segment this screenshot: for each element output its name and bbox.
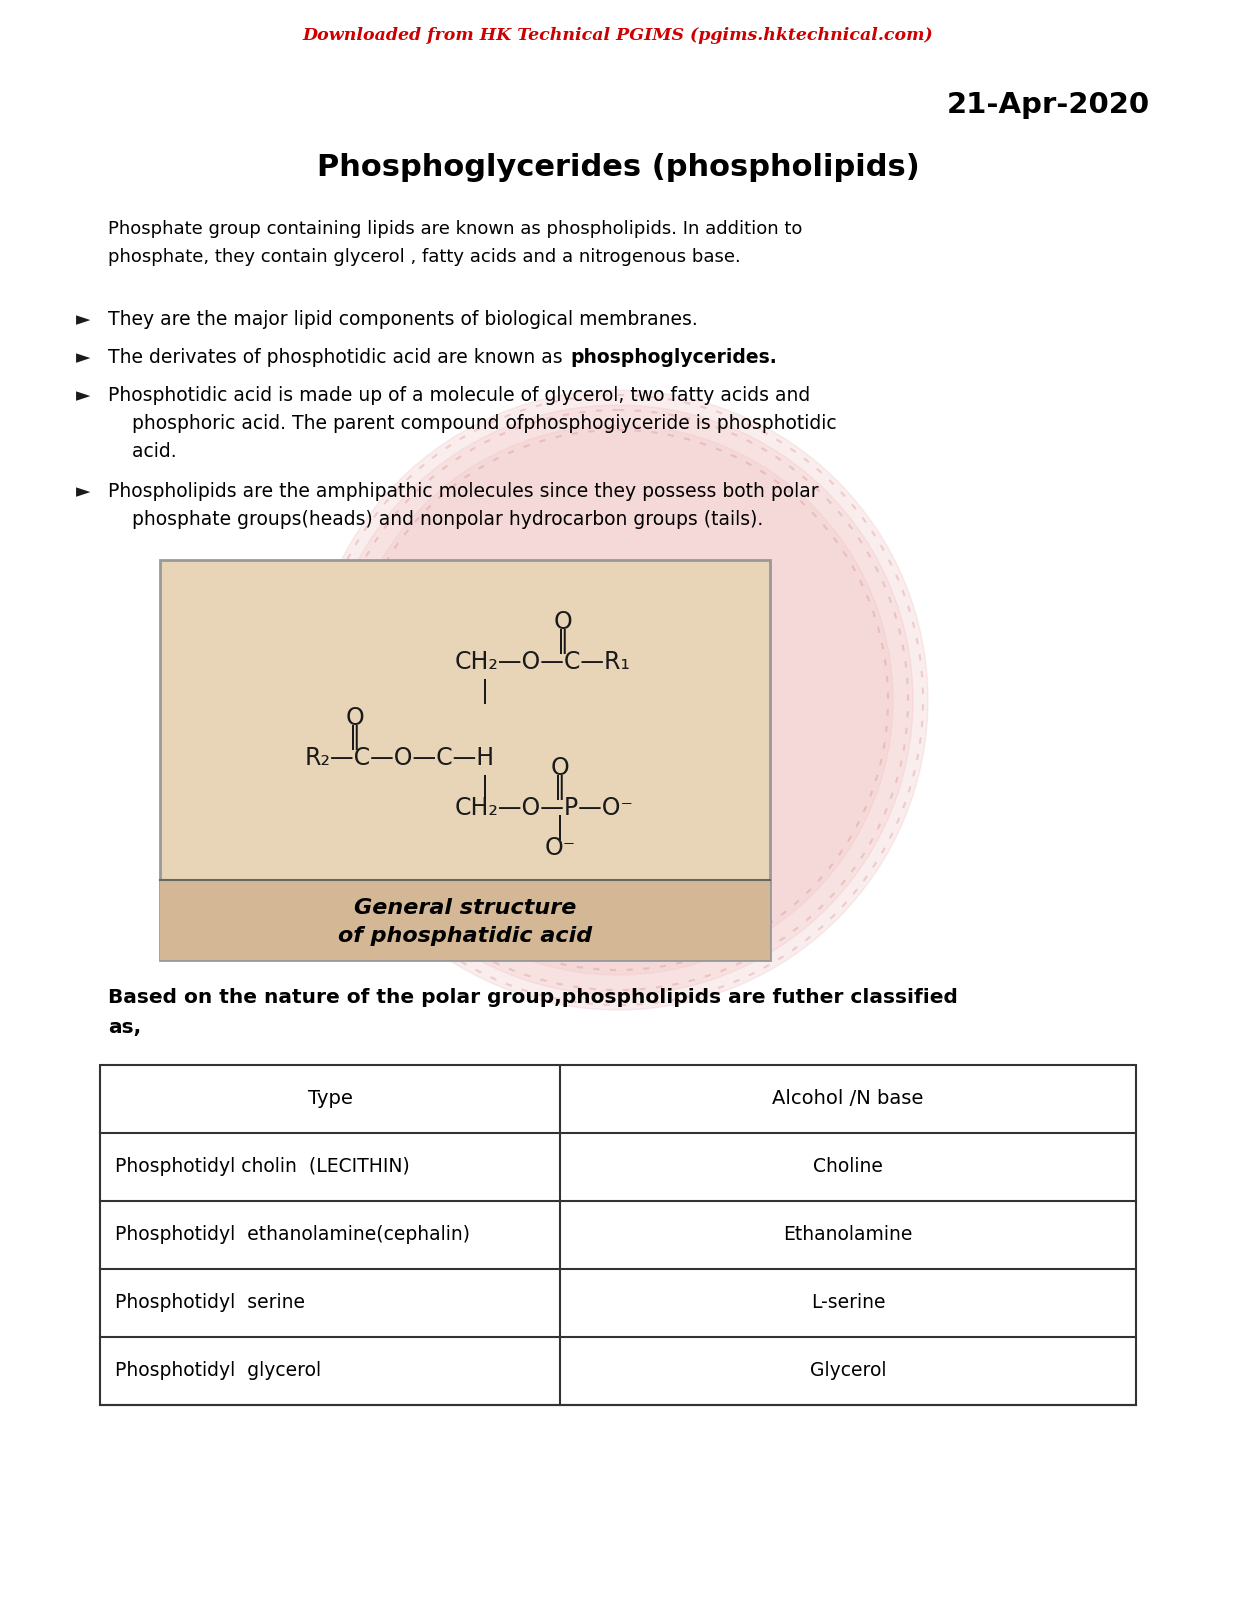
Text: Based on the nature of the polar group,phospholipids are futher classified: Based on the nature of the polar group,p… — [108, 987, 958, 1006]
Bar — [100, 1066, 1136, 1405]
Text: R₂—C—O—C—H: R₂—C—O—C—H — [305, 746, 496, 770]
Text: Phosphotidyl cholin  (LECITHIN): Phosphotidyl cholin (LECITHIN) — [115, 1157, 410, 1176]
Text: ‖: ‖ — [349, 725, 361, 750]
Text: phosphoric acid. The parent compound ofphosphogiyceride is phosphotidic: phosphoric acid. The parent compound ofp… — [108, 414, 837, 434]
Text: ►: ► — [75, 386, 90, 405]
Text: General structure: General structure — [353, 898, 576, 918]
Text: L-serine: L-serine — [811, 1293, 885, 1312]
Text: CH₂—O—C—R₁: CH₂—O—C—R₁ — [455, 650, 630, 674]
Text: O⁻: O⁻ — [544, 835, 576, 861]
Circle shape — [344, 426, 892, 974]
Text: Choline: Choline — [813, 1157, 883, 1176]
Text: 21-Apr-2020: 21-Apr-2020 — [947, 91, 1149, 118]
Text: ►: ► — [75, 310, 90, 330]
Text: |: | — [481, 776, 489, 800]
Text: Phosphotidyl  serine: Phosphotidyl serine — [115, 1293, 305, 1312]
Text: phosphoglycerides.: phosphoglycerides. — [571, 349, 777, 366]
Circle shape — [308, 390, 928, 1010]
Text: O: O — [346, 706, 365, 730]
Text: CH₂—O—P—O⁻: CH₂—O—P—O⁻ — [455, 795, 634, 819]
Text: O: O — [550, 757, 570, 781]
Text: Phosphoglycerides (phospholipids): Phosphoglycerides (phospholipids) — [316, 154, 920, 182]
Text: O: O — [554, 610, 572, 634]
Text: Phosphate group containing lipids are known as phospholipids. In addition to: Phosphate group containing lipids are kn… — [108, 219, 802, 238]
Text: Ethanolamine: Ethanolamine — [784, 1226, 912, 1245]
Bar — [159, 880, 770, 960]
Text: acid.: acid. — [108, 442, 177, 461]
Text: phosphate, they contain glycerol , fatty acids and a nitrogenous base.: phosphate, they contain glycerol , fatty… — [108, 248, 740, 266]
Text: Phospholipids are the amphipathic molecules since they possess both polar: Phospholipids are the amphipathic molecu… — [108, 482, 818, 501]
Text: Downloaded from HK Technical PGIMS (pgims.hktechnical.com): Downloaded from HK Technical PGIMS (pgim… — [303, 27, 933, 43]
Text: |: | — [481, 680, 489, 704]
Text: They are the major lipid components of biological membranes.: They are the major lipid components of b… — [108, 310, 698, 330]
Text: The derivates of phosphotidic acid are known as: The derivates of phosphotidic acid are k… — [108, 349, 569, 366]
Text: Glycerol: Glycerol — [810, 1362, 886, 1381]
Text: |: | — [556, 816, 564, 840]
Text: phosphate groups(heads) and nonpolar hydrocarbon groups (tails).: phosphate groups(heads) and nonpolar hyd… — [108, 510, 764, 530]
Text: Phosphotidyl  glycerol: Phosphotidyl glycerol — [115, 1362, 321, 1381]
Bar — [159, 560, 770, 960]
Text: Phosphotidyl  ethanolamine(cephalin): Phosphotidyl ethanolamine(cephalin) — [115, 1226, 470, 1245]
Circle shape — [323, 405, 913, 995]
Text: Phosphotidic acid is made up of a molecule of glycerol, two fatty acids and: Phosphotidic acid is made up of a molecu… — [108, 386, 811, 405]
Text: as,: as, — [108, 1018, 141, 1037]
Text: Alcohol /N base: Alcohol /N base — [772, 1090, 923, 1109]
Text: ►: ► — [75, 482, 90, 501]
Text: of phosphatidic acid: of phosphatidic acid — [337, 926, 592, 946]
Text: ►: ► — [75, 349, 90, 366]
Text: ‖: ‖ — [557, 629, 569, 654]
Text: Type: Type — [308, 1090, 352, 1109]
Text: ‖: ‖ — [554, 776, 566, 800]
